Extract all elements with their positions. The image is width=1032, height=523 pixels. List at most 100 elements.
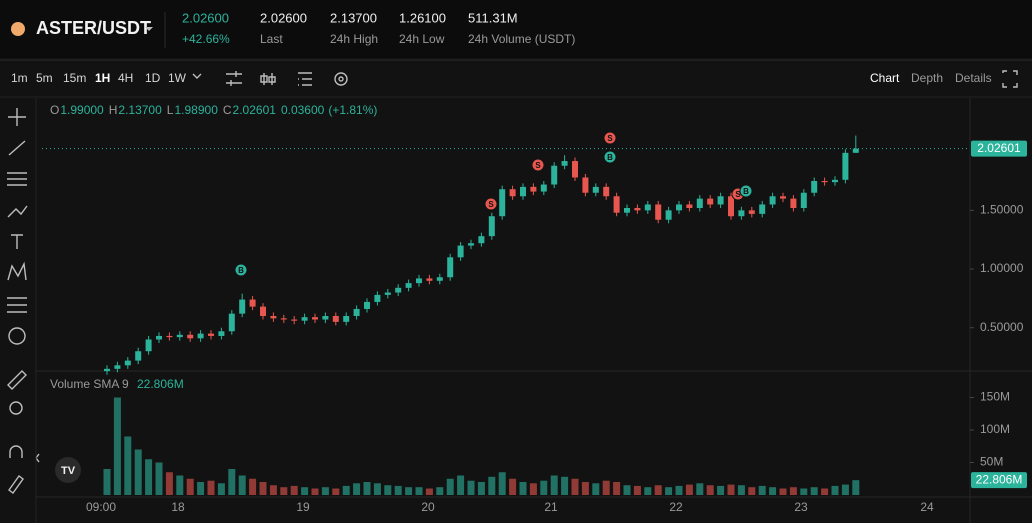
trade-marker[interactable] — [603, 150, 617, 164]
trade-marker[interactable] — [531, 158, 545, 172]
candle-body — [665, 210, 672, 220]
prediction-tool[interactable] — [7, 297, 27, 313]
last-price-tag — [971, 140, 1027, 157]
legend-key: H — [109, 103, 118, 117]
volume-bar — [571, 478, 579, 495]
candle-body — [696, 198, 703, 208]
candle-body — [124, 360, 131, 366]
candle-body — [738, 210, 745, 217]
indicator-icon[interactable] — [226, 71, 242, 86]
candle-body — [166, 335, 173, 338]
volume-bar — [332, 488, 340, 495]
candle-body — [384, 292, 391, 295]
candle-body — [416, 278, 422, 284]
candle-body — [364, 301, 370, 309]
trendline-tool[interactable] — [8, 140, 26, 156]
volume-bar — [405, 487, 413, 495]
volume-bar — [228, 469, 236, 495]
volume-bar — [675, 485, 683, 495]
volume-bar — [176, 475, 184, 495]
magnet-tool[interactable] — [9, 445, 23, 458]
volume-value: 22.806M — [137, 377, 184, 391]
header-price: 2.02600 — [182, 10, 229, 25]
interval[interactable]: 1H — [95, 71, 110, 85]
view-tab[interactable]: Details — [955, 71, 992, 85]
candle-body — [520, 186, 526, 197]
view-tab[interactable]: Chart — [870, 71, 900, 85]
candle-body — [676, 204, 682, 211]
candle-body — [780, 196, 786, 199]
trade-marker[interactable] — [739, 184, 753, 198]
zoom-tool[interactable] — [9, 401, 23, 415]
candle-body — [187, 334, 194, 339]
volume-bar — [217, 483, 225, 495]
volume-bar — [561, 476, 569, 495]
volume-bar — [353, 483, 361, 495]
candle-body — [343, 316, 350, 322]
volume-bar — [134, 449, 142, 495]
candle-body — [769, 196, 776, 205]
template-icon[interactable] — [298, 72, 312, 86]
trade-marker[interactable] — [484, 197, 498, 211]
lock-tool[interactable] — [8, 475, 24, 494]
candle-body — [832, 179, 838, 183]
candle-body — [332, 316, 339, 322]
settings-icon[interactable] — [334, 72, 348, 86]
volume-bar — [831, 485, 839, 495]
pattern-tool[interactable] — [7, 261, 27, 281]
interval[interactable]: 1W — [168, 71, 187, 85]
fullscreen-icon[interactable] — [1002, 70, 1018, 88]
interval[interactable]: 5m — [36, 71, 53, 85]
view-tab[interactable]: Depth — [911, 71, 943, 85]
candle-body — [280, 318, 287, 320]
interval[interactable]: 4H — [118, 71, 133, 85]
candle-body — [208, 333, 214, 336]
volume-bar — [758, 485, 766, 495]
volume-bar — [363, 482, 371, 495]
volume-title: Volume SMA 9 — [50, 377, 129, 391]
crosshair-tool[interactable] — [8, 108, 26, 126]
volume-tick-label: 100M — [980, 422, 1010, 436]
candle-body — [457, 245, 464, 258]
volume-bar — [415, 487, 423, 495]
more-intervals[interactable] — [192, 73, 202, 79]
volume-bar — [519, 482, 527, 495]
volume-bar — [269, 485, 277, 495]
brush-tool[interactable] — [7, 205, 28, 218]
volume-bar — [342, 485, 350, 495]
settings-icon-core — [338, 76, 344, 82]
candle-body — [405, 283, 412, 288]
volume-bar — [821, 488, 829, 495]
trade-marker-label: S — [735, 190, 741, 199]
legend-value: 2.02601 — [233, 103, 277, 117]
trade-marker[interactable] — [603, 131, 617, 145]
candle-body — [301, 317, 308, 321]
volume-bar — [581, 482, 589, 495]
tradingview-logo[interactable] — [55, 457, 81, 483]
pair[interactable]: ASTER/USDT — [36, 18, 151, 38]
volume-bar — [103, 469, 111, 495]
x-tick-label: 18 — [171, 500, 185, 514]
pair-dropdown[interactable] — [145, 27, 153, 31]
x-tick-label: 09:00 — [86, 500, 116, 514]
candle-body — [447, 257, 454, 278]
emoji-tool[interactable] — [8, 327, 26, 345]
volume-bar — [446, 478, 454, 495]
text-tool[interactable] — [11, 234, 23, 249]
interval[interactable]: 1m — [11, 71, 28, 85]
candle-body — [239, 299, 246, 314]
interval[interactable]: 1D — [145, 71, 161, 85]
volume-bar — [717, 485, 725, 495]
legend-key: C — [223, 103, 232, 117]
candle-body — [842, 152, 849, 180]
volume-bar — [477, 482, 485, 495]
volume-bar — [436, 487, 444, 495]
volume-bar — [623, 485, 631, 495]
fib-tool[interactable] — [7, 172, 27, 186]
volume-bar — [186, 478, 194, 495]
ruler-tool[interactable] — [7, 370, 27, 390]
interval[interactable]: 15m — [63, 71, 86, 85]
chart-type-icon[interactable] — [260, 73, 276, 85]
trade-marker[interactable] — [234, 263, 248, 277]
volume-bar — [457, 475, 465, 495]
